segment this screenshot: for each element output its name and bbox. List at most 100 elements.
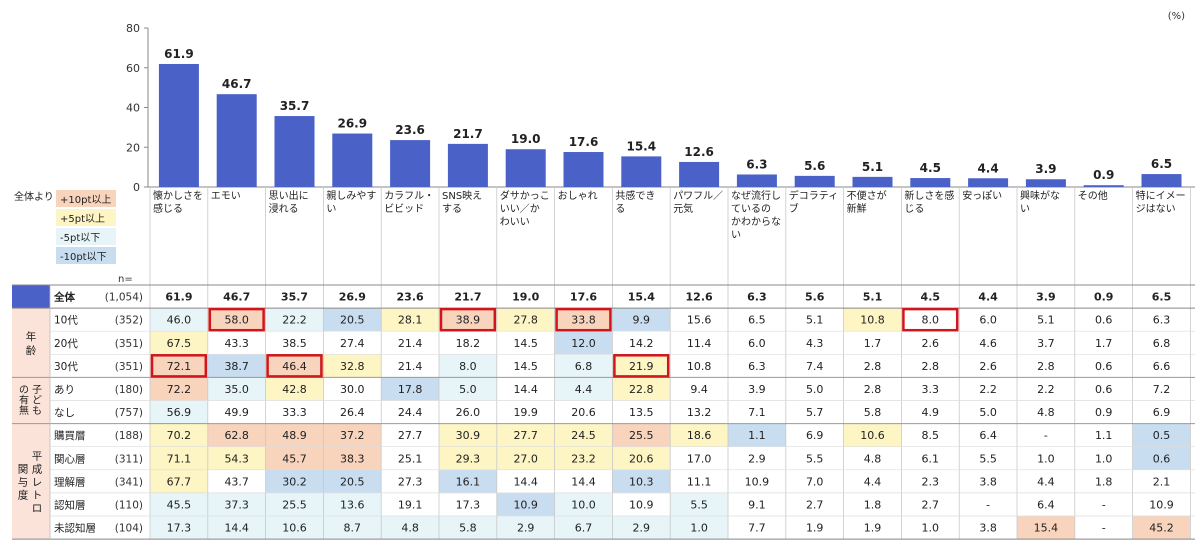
cell-value: 5.5	[690, 498, 708, 511]
highlight-box	[208, 307, 265, 332]
cell-value: 22.2	[282, 314, 307, 327]
cell-value: 2.9	[748, 452, 766, 465]
cell-value: 33.3	[282, 406, 307, 419]
row-n: (351)	[115, 361, 143, 373]
cell-value: 9.9	[633, 314, 651, 327]
cell-shade	[150, 469, 208, 493]
cell-value: 4.4	[978, 291, 998, 304]
cell-value: 26.4	[340, 406, 365, 419]
cell-value: 58.0	[224, 314, 249, 327]
cell-shade	[207, 377, 266, 401]
cell-value: 16.1	[456, 475, 481, 488]
cell-value: 2.6	[922, 337, 940, 350]
cell-shade	[439, 446, 497, 470]
row-n: (110)	[115, 499, 143, 511]
cell-value: 15.4	[1034, 522, 1059, 535]
row-n: (180)	[115, 384, 143, 396]
cell-value: 2.8	[1037, 360, 1055, 373]
cell-value: 38.9	[456, 314, 481, 327]
cell-shade	[323, 423, 382, 447]
cell-value: 7.2	[1153, 383, 1171, 396]
cell-shade	[150, 423, 208, 447]
cell-value: 5.7	[806, 406, 824, 419]
group-label: ロ	[32, 502, 43, 514]
cell-value: 8.0	[922, 314, 940, 327]
cell-value: 9.1	[748, 498, 766, 511]
bar	[447, 143, 488, 187]
cell-value: 5.1	[806, 314, 824, 327]
cell-value: 2.7	[922, 498, 940, 511]
cell-value: 24.5	[571, 429, 596, 442]
bar-value-label: 61.9	[164, 47, 194, 61]
cell-value: 25.1	[398, 452, 423, 465]
highlight-box	[613, 354, 670, 378]
cell-shade	[150, 354, 208, 378]
group-label: 与	[18, 476, 29, 488]
cell-value: 12.0	[571, 337, 596, 350]
cell-value: 1.1	[748, 429, 766, 442]
cell-shade	[670, 492, 728, 516]
cell-value: 45.7	[282, 452, 307, 465]
cell-shade	[381, 516, 439, 540]
cell-shade	[323, 492, 382, 516]
cell-value: 35.7	[281, 291, 308, 304]
cell-value: 5.1	[863, 291, 883, 304]
cell-value: 7.0	[806, 475, 824, 488]
group-children-band	[12, 377, 50, 424]
cell-value: 1.9	[806, 522, 824, 535]
legend-swatch	[56, 228, 116, 245]
cell-value: 18.2	[456, 337, 481, 350]
cell-value: 13.5	[629, 406, 654, 419]
group-retro-band	[12, 423, 50, 540]
category-label: ダサかっこいい／かわいい	[500, 189, 550, 228]
cell-value: 8.7	[344, 522, 362, 535]
cell-shade	[150, 492, 208, 516]
cell-shade	[554, 331, 613, 355]
category-label: 興味がない	[1020, 189, 1060, 215]
cell-value: 3.9	[748, 383, 766, 396]
cell-value: 35.0	[224, 383, 249, 396]
cell-shade	[323, 308, 382, 332]
cell-value: 37.3	[224, 498, 249, 511]
category-label: デコラティブ	[789, 189, 838, 215]
cell-value: 4.5	[921, 291, 941, 304]
category-label: SNS映えする	[442, 190, 482, 215]
cell-value: 0.6	[1095, 383, 1113, 396]
cell-value: 1.7	[864, 337, 882, 350]
cell-value: 0.9	[1095, 406, 1113, 419]
cell-shade	[150, 400, 208, 424]
cell-value: 25.5	[629, 429, 654, 442]
y-tick-label: 40	[126, 102, 140, 115]
cell-shade	[150, 331, 208, 355]
cell-value: 0.5	[1153, 429, 1171, 442]
group-label: 無	[19, 404, 29, 417]
cell-value: 2.9	[517, 522, 535, 535]
cell-value: 15.4	[628, 291, 655, 304]
cell-value: 17.8	[398, 383, 423, 396]
cell-value: 38.3	[340, 452, 365, 465]
cell-value: 6.8	[1153, 337, 1171, 350]
highlight-box	[555, 307, 612, 332]
cell-value: 4.4	[1037, 475, 1055, 488]
row-label: 30代	[54, 361, 78, 373]
cell-shade	[323, 469, 382, 493]
group-label: 齢	[26, 344, 37, 357]
cell-value: 19.9	[513, 406, 538, 419]
cell-value: 1.0	[1095, 452, 1113, 465]
cell-value: 10.9	[745, 475, 770, 488]
bar-value-label: 23.6	[395, 123, 425, 137]
cell-value: 3.3	[922, 383, 940, 396]
cell-value: 0.6	[1095, 314, 1113, 327]
cell-value: 49.9	[224, 406, 249, 419]
cell-value: 20.6	[571, 406, 596, 419]
bar-value-label: 0.9	[1093, 168, 1114, 182]
cell-value: 11.4	[687, 337, 712, 350]
cell-value: 67.7	[167, 475, 192, 488]
cell-value: 1.0	[922, 522, 940, 535]
cell-value: 38.5	[282, 337, 307, 350]
cell-value: 4.3	[806, 337, 824, 350]
category-label: おしゃれ	[558, 190, 598, 202]
cell-shade	[150, 516, 208, 540]
